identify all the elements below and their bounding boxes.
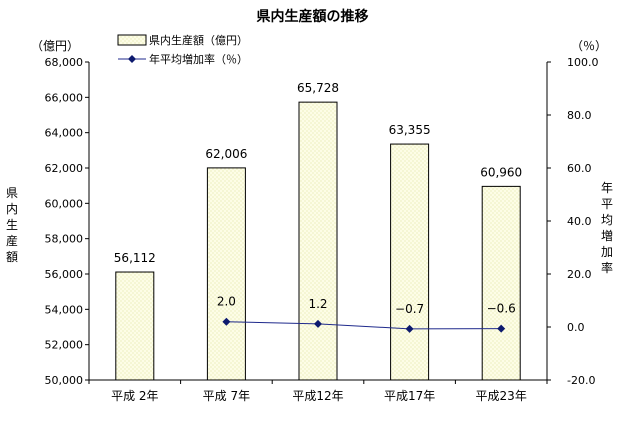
y2-axis-label: 年 平 均 増 加 率: [600, 181, 613, 275]
legend-line-label: 年平均増加率（％）: [149, 52, 248, 66]
bar-value-label: 56,112: [114, 251, 156, 265]
x-tick-label: 平成 2年: [111, 389, 158, 403]
legend-bar-swatch: [117, 34, 147, 46]
x-tick-label: 平成 7年: [203, 389, 250, 403]
y-tick-label: 62,000: [45, 162, 84, 175]
bar: [390, 143, 430, 381]
y-tick-label: 64,000: [45, 127, 84, 140]
y2-tick-label: 0.0: [567, 321, 585, 334]
bar: [206, 167, 246, 381]
growth-rate-marker: [222, 317, 231, 326]
y2-tick-label: 40.0: [567, 215, 592, 228]
y-tick-label: 56,000: [45, 268, 84, 281]
y-tick-label: 52,000: [45, 339, 84, 352]
y-axis-unit: （億円）: [31, 39, 79, 53]
y2-tick-label: -20.0: [567, 374, 595, 387]
growth-rate-marker: [405, 324, 414, 333]
growth-rate-label: −0.6: [487, 302, 516, 316]
y-tick-label: 54,000: [45, 303, 84, 316]
y2-tick-label: 80.0: [567, 109, 592, 122]
y2-tick-label: 60.0: [567, 162, 592, 175]
bar-value-label: 60,960: [480, 165, 522, 179]
bar: [481, 185, 521, 381]
y2-axis-unit: （％）: [571, 39, 607, 53]
x-tick-label: 平成17年: [384, 389, 435, 403]
x-tick-label: 平成12年: [292, 389, 343, 403]
bar-value-label: 65,728: [297, 81, 339, 95]
y-tick-label: 66,000: [45, 91, 84, 104]
bar-value-label: 62,006: [205, 147, 247, 161]
y-tick-label: 60,000: [45, 197, 84, 210]
legend-bar-label: 県内生産額（億円）: [149, 33, 248, 47]
y-tick-label: 50,000: [45, 374, 84, 387]
y-axis-label: 県 内 生 産 額: [5, 186, 18, 264]
growth-rate-label: −0.7: [395, 302, 424, 316]
bar-value-label: 63,355: [389, 123, 431, 137]
y-tick-label: 68,000: [45, 56, 84, 69]
growth-rate-marker: [497, 324, 506, 333]
growth-rate-label: 1.2: [308, 297, 327, 311]
chart-title: 県内生産額の推移: [256, 9, 369, 25]
growth-rate-line: [226, 321, 502, 330]
y2-tick-label: 20.0: [567, 268, 592, 281]
x-tick-label: 平成23年: [476, 389, 527, 403]
bar: [115, 271, 155, 381]
y2-tick-label: 100.0: [567, 56, 599, 69]
growth-rate-marker: [314, 319, 322, 328]
y-tick-label: 58,000: [45, 233, 84, 246]
bar: [298, 101, 338, 381]
legend-line-marker: [128, 55, 136, 63]
growth-rate-label: 2.0: [217, 295, 236, 309]
